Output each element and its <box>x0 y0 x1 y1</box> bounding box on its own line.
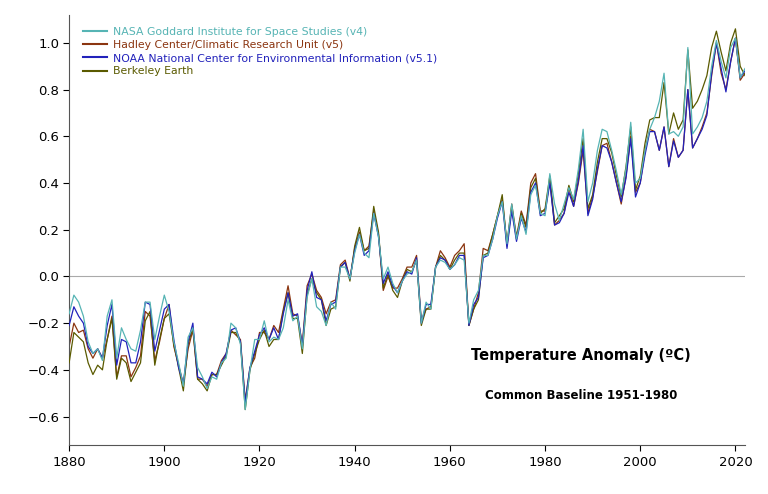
Legend: NASA Goddard Institute for Space Studies (v4), Hadley Center/Climatic Research U: NASA Goddard Institute for Space Studies… <box>81 25 439 79</box>
Text: Temperature Anomaly (ºC): Temperature Anomaly (ºC) <box>472 348 691 363</box>
Text: Common Baseline 1951-1980: Common Baseline 1951-1980 <box>485 389 677 402</box>
